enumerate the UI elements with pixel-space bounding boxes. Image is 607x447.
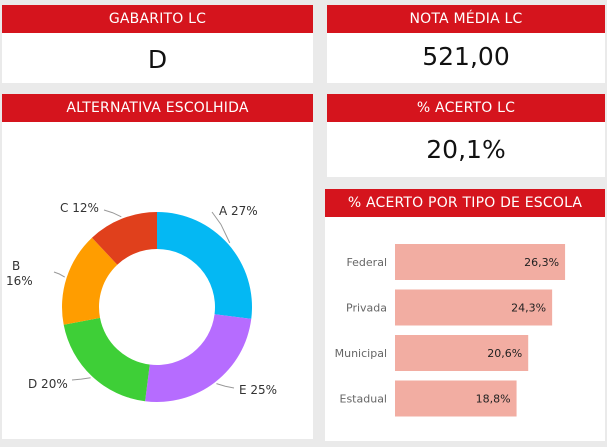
nota-media-value: 521,00: [422, 42, 510, 71]
card-gabarito: GABARITO LC D: [2, 5, 313, 83]
acerto-value: 20,1%: [426, 135, 506, 164]
card-alternativa-escolhida: ALTERNATIVA ESCOLHIDA A 27% E 25% D 20% B 16…: [2, 94, 313, 439]
bar-value-label: 26,3%: [524, 256, 559, 269]
donut-leader-line-c: [103, 209, 122, 218]
donut-slice-c[interactable]: [91, 212, 157, 265]
bar-municipal[interactable]: [395, 335, 529, 371]
bar-value-label: 18,8%: [476, 393, 511, 406]
donut-label-e: E 25%: [239, 383, 277, 397]
donut-label-d: D 20%: [28, 377, 68, 391]
card-title-gabarito: GABARITO LC: [2, 5, 313, 33]
donut-leader-line-b: [53, 271, 65, 278]
card-title-tipo-escola: % ACERTO POR TIPO DE ESCOLA: [325, 189, 605, 217]
bar-category-label: Municipal: [335, 347, 387, 360]
donut-label-c: C 12%: [60, 201, 99, 215]
bar-category-label: Estadual: [340, 393, 388, 406]
donut-leader-line-d: [71, 377, 91, 381]
donut-slice-a[interactable]: [157, 212, 252, 319]
donut-leader-line-a: [211, 211, 231, 244]
donut-slice-b[interactable]: [62, 237, 118, 325]
bar-estadual[interactable]: [395, 380, 517, 417]
bar-value-label: 20,6%: [487, 347, 522, 360]
donut-leader-line-e: [216, 383, 235, 389]
card-title-nota-media: NOTA MÉDIA LC: [327, 5, 605, 33]
donut-slice-e[interactable]: [145, 314, 252, 402]
bar-category-label: Privada: [346, 302, 387, 315]
gabarito-value: D: [147, 45, 168, 74]
bar-federal[interactable]: [395, 244, 566, 280]
card-nota-media: NOTA MÉDIA LC 521,00: [327, 5, 605, 83]
donut-slice-d[interactable]: [63, 317, 150, 402]
donut-chart: A 27% E 25% D 20% B 16% C 12%: [6, 201, 277, 402]
bar-value-label: 24,3%: [511, 302, 546, 315]
card-title-alternativa: ALTERNATIVA ESCOLHIDA: [2, 94, 313, 122]
card-title-acerto: % ACERTO LC: [327, 94, 605, 122]
bar-chart: Federal 26,3% Privada 24,3% Municipal 20,6% Es…: [335, 244, 566, 417]
card-acerto-lc: % ACERTO LC 20,1%: [327, 94, 605, 177]
bar-privada[interactable]: [395, 289, 553, 326]
bar-category-label: Federal: [346, 256, 387, 269]
donut-label-a: A 27%: [219, 204, 258, 218]
donut-label-b: B 16%: [6, 259, 33, 288]
card-acerto-tipo-escola: % ACERTO POR TIPO DE ESCOLA Federal 26,3%…: [325, 189, 605, 441]
